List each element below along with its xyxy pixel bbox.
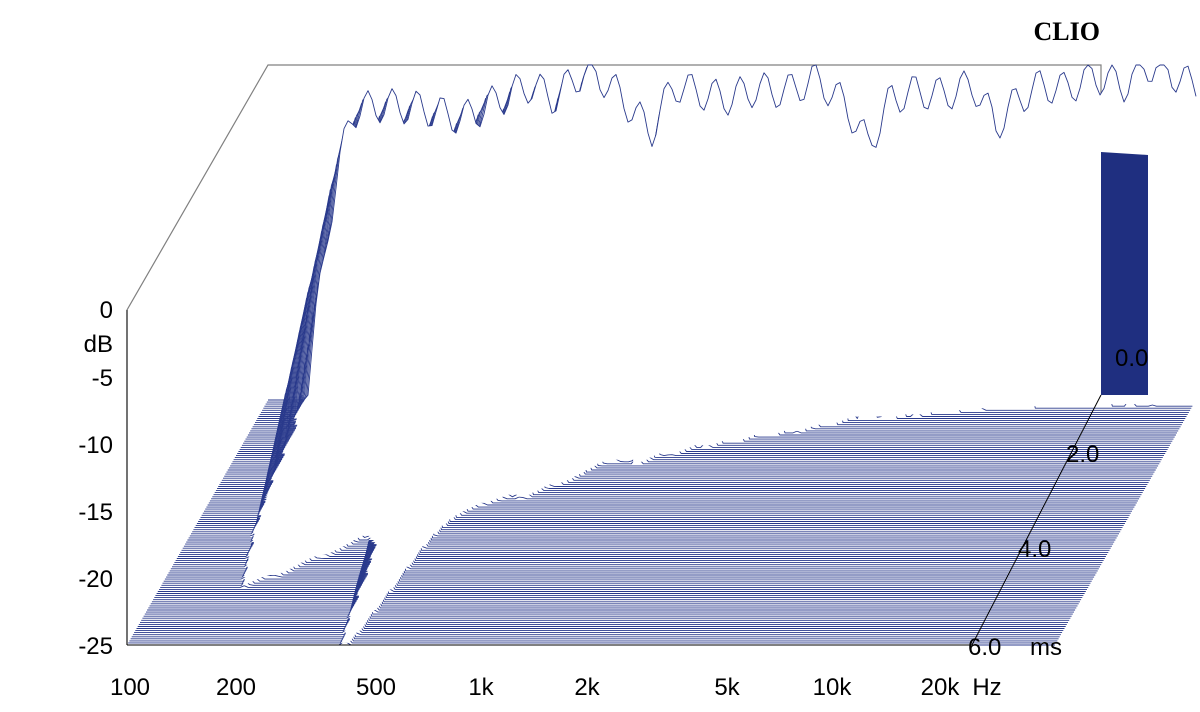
decay-slice: [160, 519, 1089, 588]
z-tick-label: 2.0: [1066, 441, 1099, 468]
decay-slice: [134, 616, 1063, 634]
decay-slice: [164, 498, 1093, 580]
decay-slice: [149, 555, 1078, 607]
x-tick-label: 2k: [574, 674, 600, 701]
decay-slice: [128, 637, 1057, 644]
decay-slice: [168, 482, 1097, 574]
y-tick-label: -25: [78, 633, 113, 660]
decay-slice: [129, 632, 1058, 642]
decay-slice: [170, 473, 1099, 570]
y-tick-label: -5: [92, 365, 113, 392]
x-tick-label: 20k: [921, 674, 961, 701]
decay-slice: [130, 628, 1059, 640]
decay-slice: [147, 564, 1076, 611]
decay-slice: [151, 546, 1080, 603]
decay-slice: [135, 612, 1064, 632]
waterfall-slices: [127, 64, 1197, 646]
x-axis-unit: Hz: [972, 674, 1001, 701]
decay-slice: [156, 530, 1085, 594]
slice-fill: [268, 65, 1196, 400]
decay-slice: [144, 573, 1073, 615]
x-tick-label: 500: [356, 674, 396, 701]
decay-slice: [162, 509, 1091, 584]
decay-slice: [146, 568, 1074, 613]
slice-fill: [135, 613, 1064, 631]
z-axis-unit: ms: [1030, 634, 1062, 661]
decay-slice: [167, 487, 1096, 576]
decay-slice: [148, 559, 1077, 609]
x-tick-label: 10k: [813, 674, 853, 701]
decay-slice: [132, 620, 1061, 636]
decay-slice: [163, 503, 1092, 582]
decay-slice: [153, 541, 1082, 601]
x-tick-label: 200: [216, 674, 256, 701]
decay-slice: [138, 599, 1067, 625]
y-tick-label: -10: [78, 432, 113, 459]
z-tick-label: 4.0: [1018, 536, 1051, 563]
x-tick-label: 5k: [714, 674, 740, 701]
decay-slice: [179, 444, 1108, 555]
z-tick-label: 6.0: [968, 634, 1001, 661]
z-axis-line: [971, 394, 1102, 646]
decay-slice: [143, 578, 1072, 617]
y-tick-label: -15: [78, 499, 113, 526]
decay-slice: [177, 447, 1106, 557]
decay-slice: [157, 526, 1086, 592]
decay-slice: [173, 463, 1102, 566]
edge-fill: [1101, 152, 1148, 395]
decay-slice: [155, 534, 1084, 597]
decay-slice: [150, 550, 1079, 605]
decay-slice: [140, 594, 1068, 623]
z-tick-label: 0.0: [1115, 345, 1148, 372]
y-tick-label: -20: [78, 566, 113, 593]
decay-slice: [174, 459, 1103, 564]
clio-logo: CLIO: [1034, 17, 1100, 46]
axis-lines: [126, 310, 1102, 646]
decay-slice: [172, 468, 1100, 568]
y-tick-label: 0: [100, 297, 113, 324]
x-tick-label: 100: [110, 674, 150, 701]
slice-fill: [141, 589, 1070, 621]
decay-slice: [137, 604, 1066, 627]
right-edge-fill: [1101, 152, 1148, 395]
decay-slice: [175, 454, 1104, 562]
decay-slice: [166, 492, 1095, 578]
decay-slice: [169, 477, 1098, 572]
decay-slice: [154, 537, 1083, 599]
decay-slice: [176, 451, 1105, 559]
decay-slice: [161, 514, 1090, 586]
decay-slice: [268, 64, 1197, 401]
decay-slice: [159, 523, 1087, 590]
z-axis-ticks: 0.0 2.0 4.0 6.0 ms: [968, 345, 1148, 661]
decay-slice: [131, 624, 1060, 638]
y-axis-ticks: 0 dB -5 -10 -15 -20 -25: [78, 297, 113, 660]
decay-slice: [136, 608, 1065, 629]
y-axis-label: dB: [84, 331, 113, 358]
x-axis-ticks: 100 200 500 1k 2k 5k 10k 20k Hz: [110, 674, 1002, 701]
x-tick-label: 1k: [468, 674, 494, 701]
decay-slice: [142, 583, 1071, 619]
decay-slice: [141, 589, 1070, 621]
